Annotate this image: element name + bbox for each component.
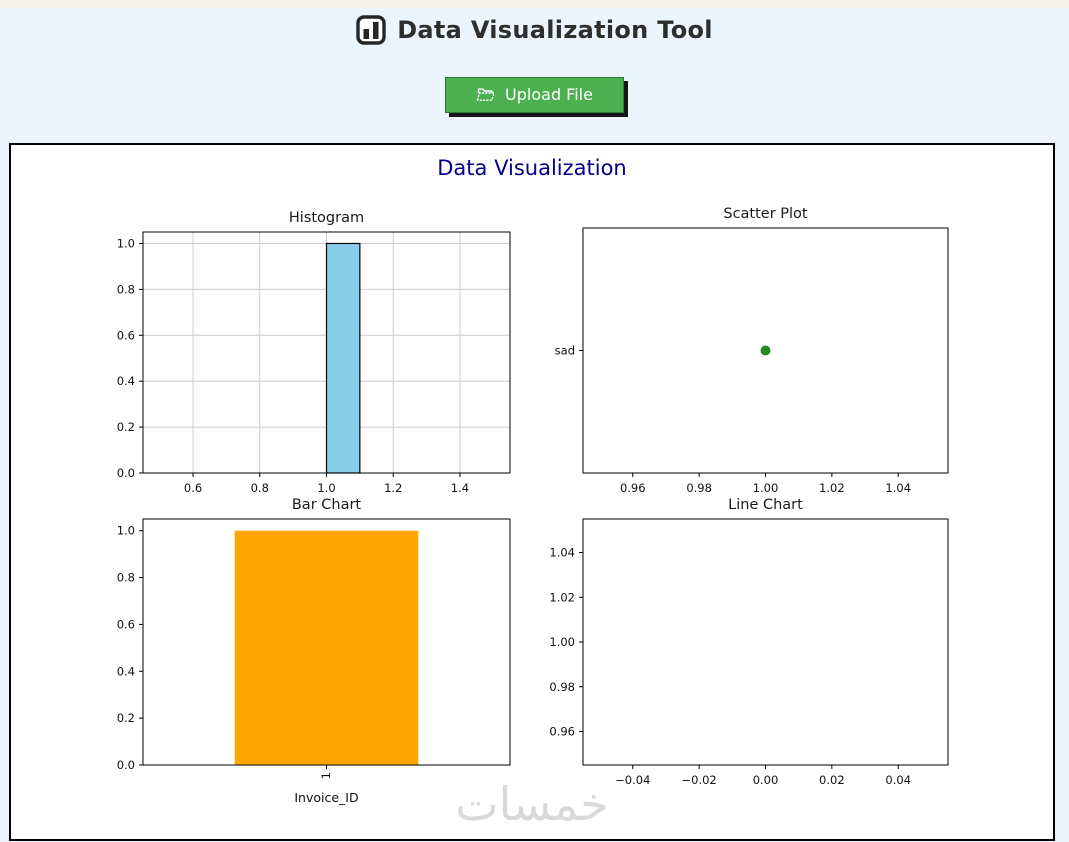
panel-title: Data Visualization xyxy=(437,156,627,180)
svg-text:0.8: 0.8 xyxy=(117,571,135,585)
histogram-chart: 0.6 0.8 1.0 1.2 1.4 0.0 0.2 0.4 0.6 0.8 1.0 Histogr… xyxy=(83,202,522,539)
svg-text:0.6: 0.6 xyxy=(184,481,202,495)
svg-text:0.4: 0.4 xyxy=(117,664,135,678)
svg-text:1.02: 1.02 xyxy=(549,590,575,604)
upload-button-label: Upload File xyxy=(505,85,593,104)
svg-text:1.4: 1.4 xyxy=(451,481,469,495)
open-folder-icon xyxy=(476,87,496,102)
svg-text:Line Chart: Line Chart xyxy=(728,497,803,513)
svg-text:0.00: 0.00 xyxy=(753,773,779,787)
app-header: Data Visualization Tool xyxy=(0,15,1069,45)
line-chart: −0.04 −0.02 0.00 0.02 0.04 0.96 0.98 1.00 1.02 1.… xyxy=(523,489,960,831)
bar-chart: 1 0.0 0.2 0.4 0.6 0.8 1.0 Bar Chart Invoice_ID xyxy=(83,489,522,831)
app-title: Data Visualization Tool xyxy=(397,16,713,44)
svg-text:0.4: 0.4 xyxy=(117,374,135,388)
svg-text:0.02: 0.02 xyxy=(819,773,845,787)
svg-text:1.0: 1.0 xyxy=(117,237,135,251)
chart-canvas: −0.04 −0.02 0.00 0.02 0.04 0.96 0.98 1.00 1.02 1.… xyxy=(549,497,949,787)
svg-text:0.2: 0.2 xyxy=(117,420,135,434)
svg-text:Bar Chart: Bar Chart xyxy=(292,497,362,513)
svg-text:Histogram: Histogram xyxy=(289,210,364,226)
svg-text:Scatter Plot: Scatter Plot xyxy=(723,206,808,222)
svg-text:0.2: 0.2 xyxy=(117,711,135,725)
svg-text:0.6: 0.6 xyxy=(117,617,135,631)
svg-text:−0.02: −0.02 xyxy=(682,773,717,787)
svg-text:1.0: 1.0 xyxy=(117,524,135,538)
chart-canvas: 1 0.0 0.2 0.4 0.6 0.8 1.0 Bar Chart Invoice_ID xyxy=(117,497,511,805)
svg-text:sad: sad xyxy=(555,344,575,358)
svg-text:1.0: 1.0 xyxy=(317,481,335,495)
svg-text:0.8: 0.8 xyxy=(117,282,135,296)
svg-text:1.04: 1.04 xyxy=(549,546,575,560)
chart-canvas: 0.6 0.8 1.0 1.2 1.4 0.0 0.2 0.4 0.6 0.8 1.0 Histogr… xyxy=(117,210,511,495)
svg-text:0.96: 0.96 xyxy=(549,724,575,738)
svg-text:1.00: 1.00 xyxy=(549,635,575,649)
svg-text:Invoice_ID: Invoice_ID xyxy=(294,790,358,805)
svg-text:−0.04: −0.04 xyxy=(615,773,650,787)
chart-canvas: 0.96 0.98 1.00 1.02 1.04 sad Scatter Plot xyxy=(555,206,949,495)
svg-text:0.8: 0.8 xyxy=(251,481,269,495)
svg-text:0.0: 0.0 xyxy=(117,758,135,772)
svg-text:0.6: 0.6 xyxy=(117,328,135,342)
svg-text:0.0: 0.0 xyxy=(117,466,135,480)
visualization-panel: Data Visualization 0.6 0.8 1.0 1.2 1.4 0.0 0.2… xyxy=(9,143,1055,841)
svg-text:1.02: 1.02 xyxy=(819,481,845,495)
svg-text:1.2: 1.2 xyxy=(384,481,402,495)
bar-chart-icon xyxy=(356,15,386,45)
scatter-plot-chart: 0.96 0.98 1.00 1.02 1.04 sad Scatter Plot xyxy=(523,198,960,539)
svg-text:1: 1 xyxy=(319,772,333,779)
upload-row: Upload File xyxy=(0,77,1069,113)
svg-text:1.00: 1.00 xyxy=(753,481,779,495)
watermark: خمسات xyxy=(455,777,609,831)
svg-text:0.96: 0.96 xyxy=(620,481,646,495)
top-strip xyxy=(0,0,1069,8)
svg-text:0.98: 0.98 xyxy=(549,680,575,694)
svg-text:1.04: 1.04 xyxy=(885,481,911,495)
upload-file-button[interactable]: Upload File xyxy=(445,77,624,113)
svg-text:0.98: 0.98 xyxy=(686,481,712,495)
svg-text:0.04: 0.04 xyxy=(885,773,911,787)
